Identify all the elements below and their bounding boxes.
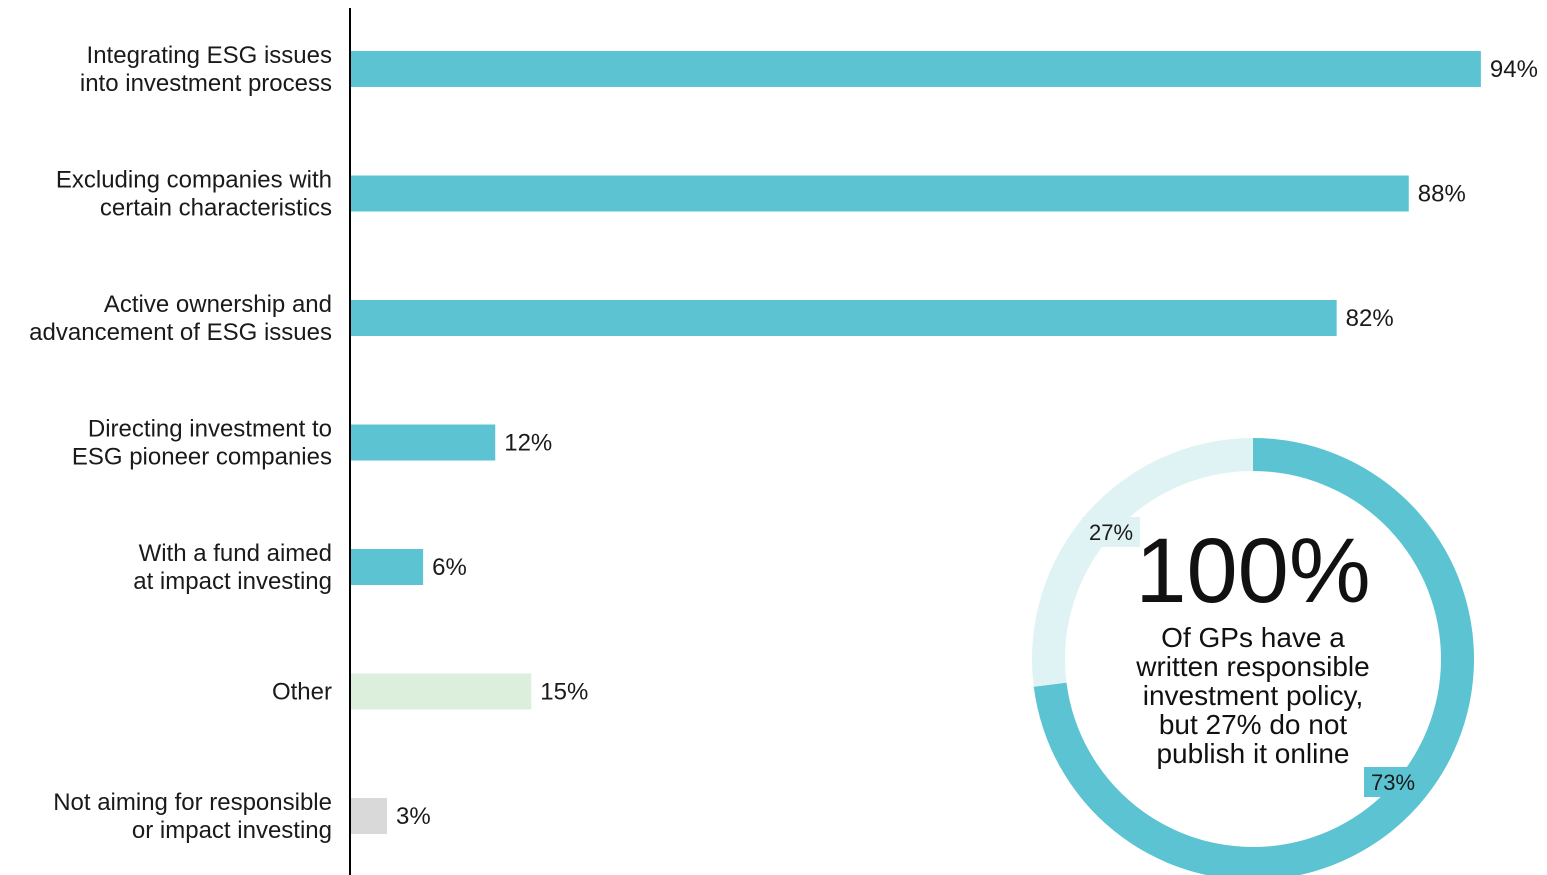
donut-center-line-2: investment policy, <box>1143 680 1363 711</box>
donut-slice-label-0: 73% <box>1371 770 1415 795</box>
donut-center-line-1: written responsible <box>1135 651 1369 682</box>
bar-value-label-5: 15% <box>540 679 588 706</box>
bar-value-label-0: 94% <box>1490 56 1538 83</box>
bar-4 <box>351 549 423 585</box>
category-label-5: Other <box>272 679 332 706</box>
donut-center-line-0: Of GPs have a <box>1161 622 1345 653</box>
category-label-4: With a fund aimed at impact investing <box>133 540 332 595</box>
bar-1 <box>351 176 1409 212</box>
donut-slice-label-1: 27% <box>1089 520 1133 545</box>
bar-value-label-4: 6% <box>432 554 467 581</box>
category-label-0: Integrating ESG issues into investment pr… <box>80 42 332 97</box>
bar-6 <box>351 798 387 834</box>
bar-3 <box>351 425 495 461</box>
donut-center-line-4: publish it online <box>1156 738 1349 769</box>
bar-value-label-2: 82% <box>1346 305 1394 332</box>
bar-value-label-1: 88% <box>1418 181 1466 208</box>
donut-center-value: 100% <box>1135 520 1370 622</box>
bar-5 <box>351 674 531 710</box>
bar-value-label-6: 3% <box>396 803 431 830</box>
bar-2 <box>351 300 1337 336</box>
category-label-2: Active ownership and advancement of ESG i… <box>29 291 332 346</box>
bar-value-label-3: 12% <box>504 430 552 457</box>
donut-center-line-3: but 27% do not <box>1159 709 1348 740</box>
category-label-6: Not aiming for responsible or impact inve… <box>53 789 332 844</box>
category-label-3: Directing investment to ESG pioneer compa… <box>72 416 332 471</box>
category-label-1: Excluding companies with certain characte… <box>56 167 332 222</box>
bar-0 <box>351 51 1481 87</box>
